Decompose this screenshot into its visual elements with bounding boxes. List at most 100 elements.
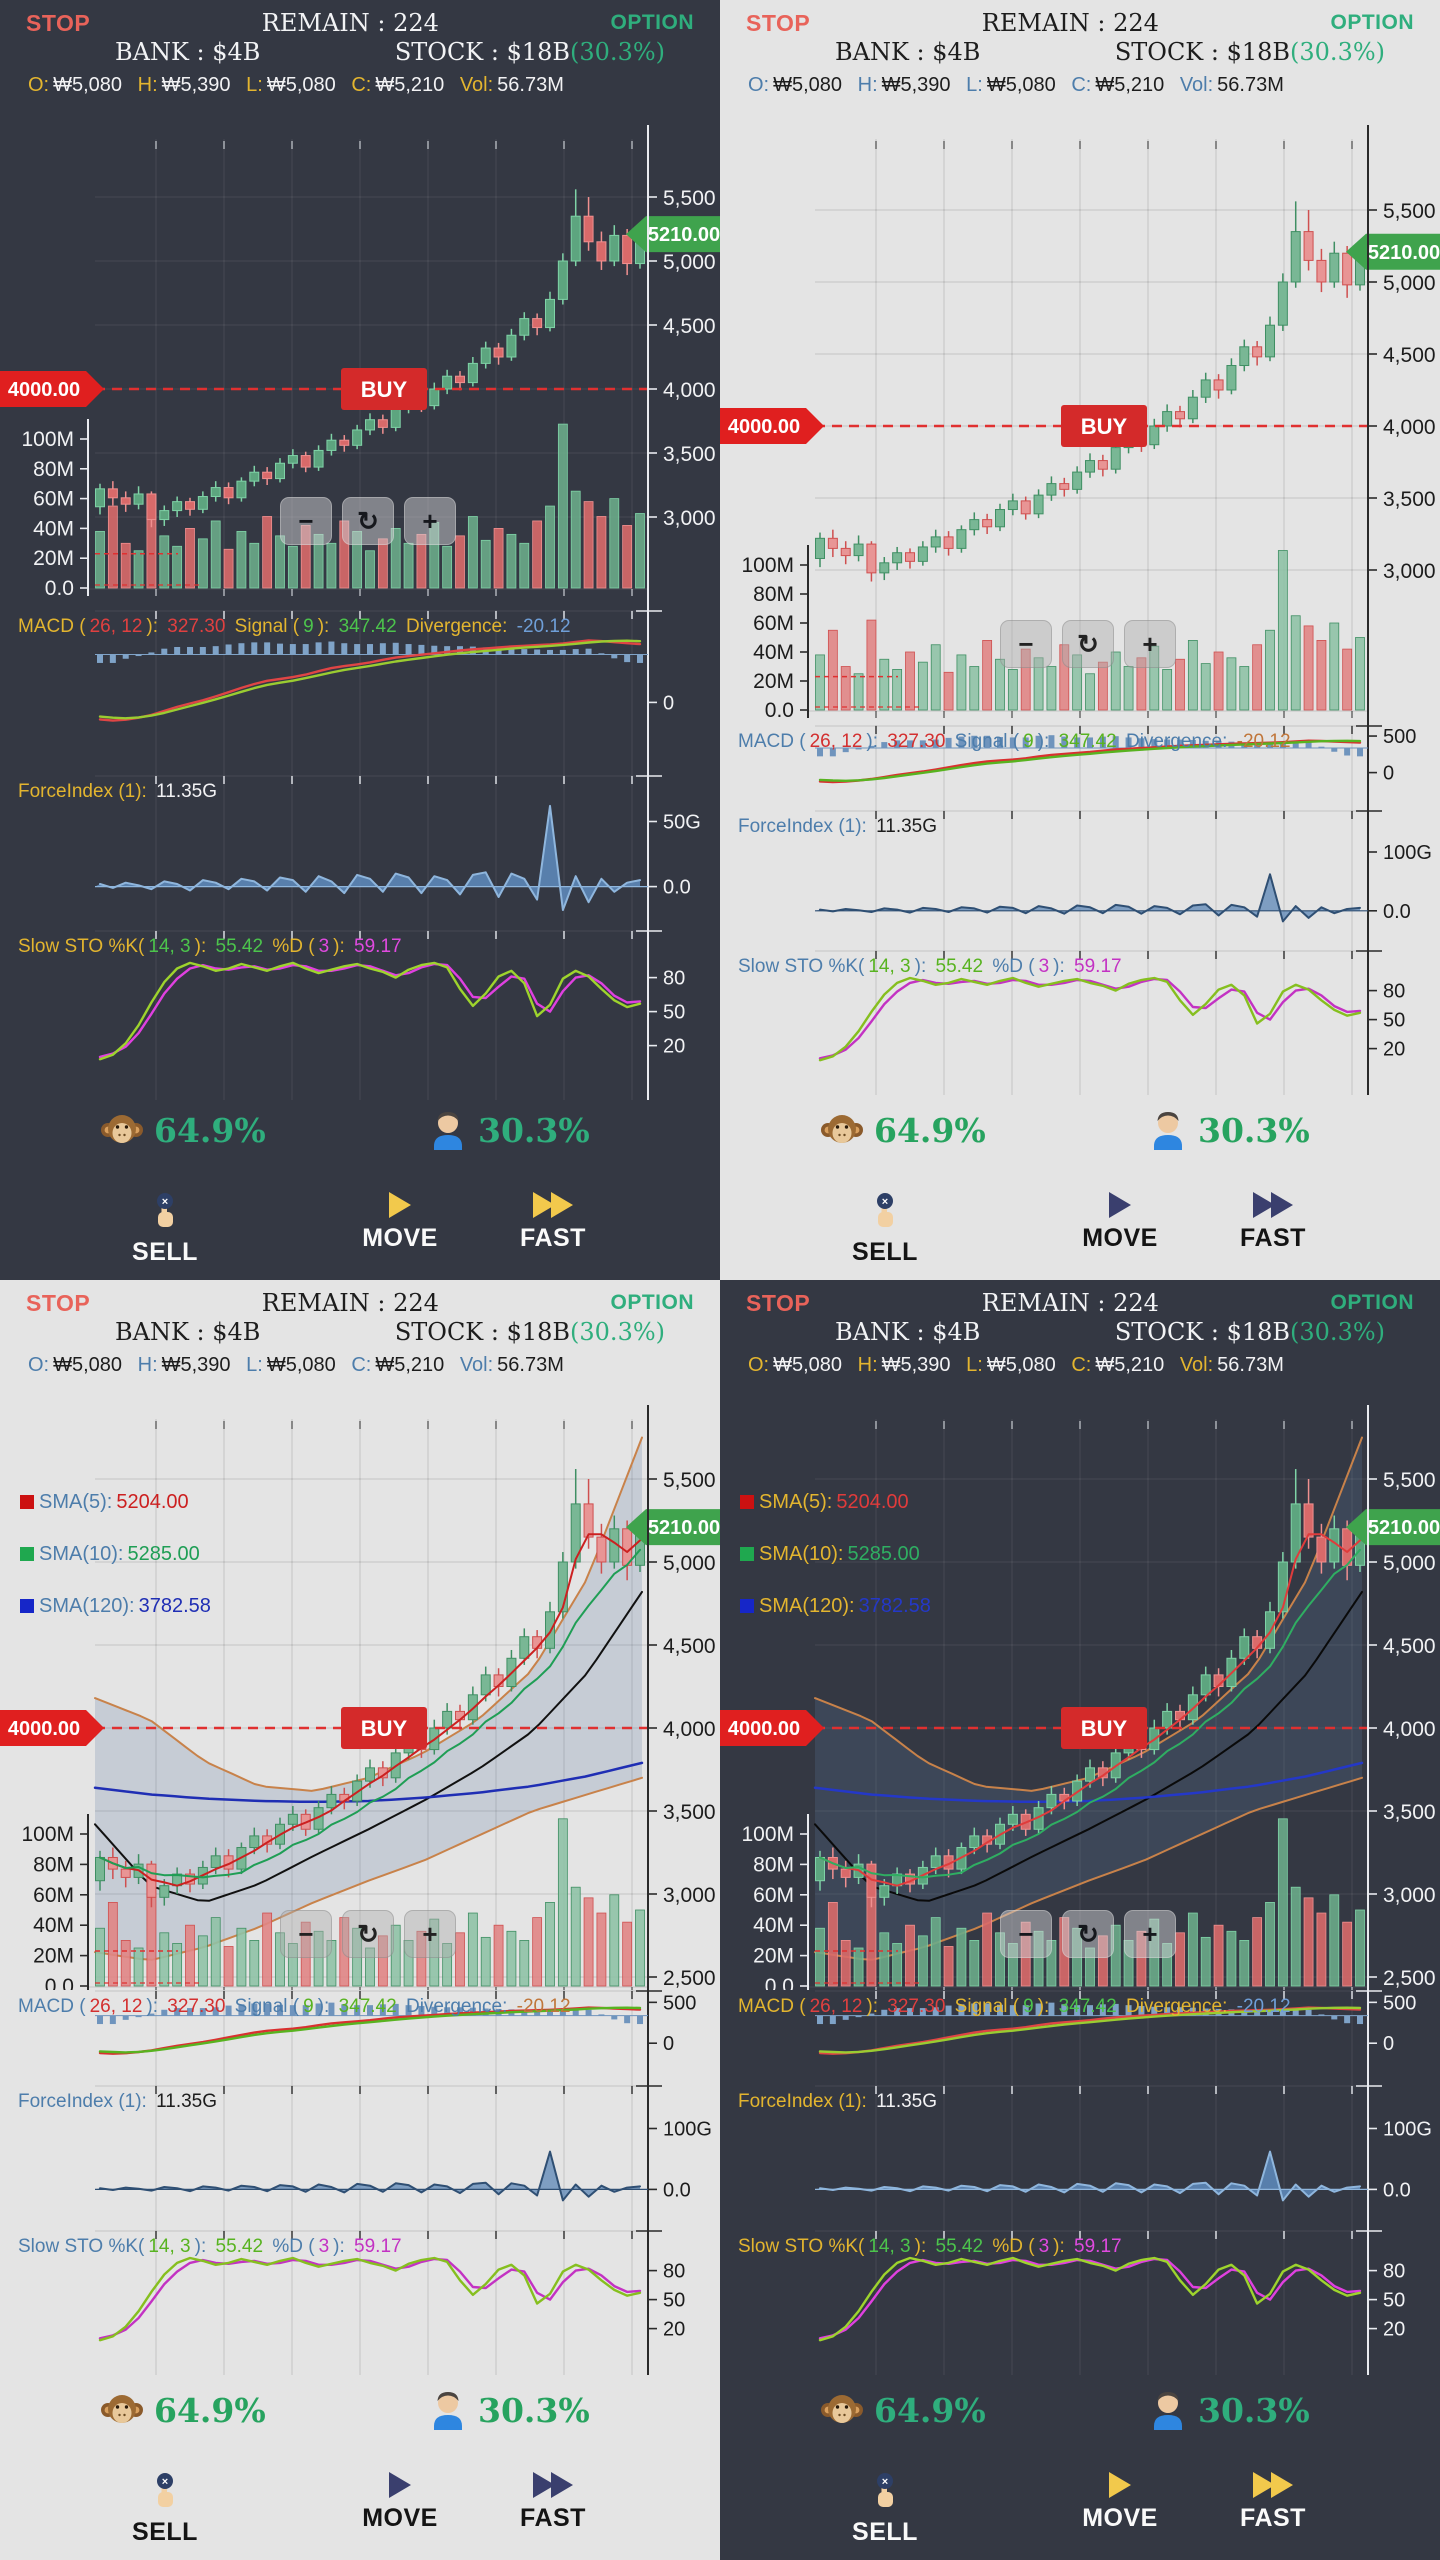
svg-text:60M: 60M <box>753 1884 794 1907</box>
sell-hand-icon: × <box>877 1193 893 1227</box>
move-button[interactable]: MOVE <box>1075 2472 1165 2533</box>
stop-button[interactable]: STOP <box>746 9 811 36</box>
svg-text:5210.00: 5210.00 <box>1368 242 1440 264</box>
fast-forward-icon <box>1253 2472 1293 2498</box>
force-index-panel: ForceIndex (1): 11.35G 100G 0.0 <box>720 2085 1440 2230</box>
macd-svg: 500 0 <box>95 1990 696 2085</box>
top-bar: STOP REMAIN : 224 OPTION <box>720 0 1440 38</box>
fast-button[interactable]: FAST <box>508 1192 598 1253</box>
svg-text:3,500: 3,500 <box>663 443 716 466</box>
svg-text:80: 80 <box>1383 981 1405 1003</box>
player-percent: 30.3% <box>478 1110 590 1150</box>
svg-text:2,500: 2,500 <box>1383 1967 1436 1990</box>
fast-forward-icon <box>533 2472 573 2498</box>
ohlc-readout: O: ₩5,080 H: ₩5,390 L: ₩5,080 C: ₩5,210 Vol:… <box>28 1354 564 1376</box>
sell-button[interactable]: × SELL <box>840 1192 930 1267</box>
force-index-svg: 100G 0.0 <box>95 2085 712 2230</box>
macd-header: MACD (26, 12): 327.30 Signal (9): 347.42… <box>18 1996 571 2017</box>
monkey-icon <box>101 2395 143 2423</box>
sell-button[interactable]: × SELL <box>120 1192 210 1267</box>
option-button[interactable]: OPTION <box>1330 1291 1414 1314</box>
zoom-in-button[interactable]: + <box>1124 620 1176 668</box>
zoom-in-button[interactable]: + <box>404 497 456 545</box>
svg-text:5,000: 5,000 <box>663 1552 716 1575</box>
remain-counter: REMAIN : 224 <box>981 9 1159 37</box>
fast-button[interactable]: FAST <box>508 2472 598 2533</box>
force-index-svg: 50G 0.0 <box>95 775 701 930</box>
option-button[interactable]: OPTION <box>610 1291 694 1314</box>
zoom-out-button[interactable]: − <box>1000 1910 1052 1958</box>
stop-button[interactable]: STOP <box>26 1289 91 1316</box>
svg-text:5210.00: 5210.00 <box>648 1517 720 1539</box>
zoom-out-button[interactable]: − <box>1000 620 1052 668</box>
zoom-reset-button[interactable]: ↻ <box>342 497 394 545</box>
svg-text:3,000: 3,000 <box>1383 1884 1436 1907</box>
zoom-out-button[interactable]: − <box>280 1910 332 1958</box>
sma5-legend-row: SMA(5): 5204.00 <box>740 1476 931 1528</box>
probability-row: 64.9% 30.3% <box>0 1108 720 1172</box>
ohlc-readout: O: ₩5,080 H: ₩5,390 L: ₩5,080 C: ₩5,210 Vol:… <box>28 74 564 96</box>
price-volume-svg: 5,500 5,000 4,500 4,000 3,500 3,000 100M 80M 60M… <box>0 125 720 610</box>
balances-bar: BANK : $4B STOCK : $18B(30.3%) <box>720 1318 1440 1346</box>
stock-balance: STOCK : $18B(30.3%) <box>394 1318 665 1346</box>
candlestick-chart[interactable]: 5,500 5,000 4,500 4,000 3,500 3,000 2,500 100M 8… <box>0 1405 720 1998</box>
svg-text:0.0: 0.0 <box>45 577 74 600</box>
svg-text:80M: 80M <box>33 1853 74 1876</box>
player-percent: 30.3% <box>1198 1110 1310 1150</box>
monkey-icon <box>821 2395 863 2423</box>
zoom-reset-button[interactable]: ↻ <box>342 1910 394 1958</box>
macd-panel: MACD (26, 12): 327.30 Signal (9): 347.42… <box>0 610 720 775</box>
force-index-panel: ForceIndex (1): 11.35G 50G 0.0 <box>0 775 720 930</box>
option-button[interactable]: OPTION <box>1330 11 1414 34</box>
move-button[interactable]: MOVE <box>1075 1192 1165 1253</box>
stop-button[interactable]: STOP <box>26 9 91 36</box>
sell-button[interactable]: × SELL <box>120 2472 210 2547</box>
stochastic-svg: 80 50 20 <box>95 2230 685 2375</box>
zoom-out-button[interactable]: − <box>280 497 332 545</box>
svg-text:100M: 100M <box>741 554 794 577</box>
svg-text:5,500: 5,500 <box>663 187 716 210</box>
balances-bar: BANK : $4B STOCK : $18B(30.3%) <box>0 1318 720 1346</box>
svg-text:×: × <box>162 2476 168 2488</box>
probability-row: 64.9% 30.3% <box>720 2388 1440 2452</box>
player-icon <box>434 2392 462 2430</box>
move-button[interactable]: MOVE <box>355 2472 445 2533</box>
stochastic-svg: 80 50 20 <box>815 950 1405 1095</box>
svg-text:4000.00: 4000.00 <box>8 1718 80 1740</box>
stochastic-svg: 80 50 20 <box>95 930 685 1100</box>
play-icon <box>389 1192 411 1218</box>
fast-button[interactable]: FAST <box>1228 2472 1318 2533</box>
candlestick-chart[interactable]: 5,500 5,000 4,500 4,000 3,500 3,000 2,500 100M 8… <box>720 1405 1440 1998</box>
fast-button[interactable]: FAST <box>1228 1192 1318 1253</box>
zoom-controls: − ↻ + <box>1000 620 1176 668</box>
svg-text:5,500: 5,500 <box>1383 200 1436 223</box>
stock-balance: STOCK : $18B(30.3%) <box>1114 38 1385 66</box>
svg-text:4000.00: 4000.00 <box>728 416 800 438</box>
svg-text:4,000: 4,000 <box>663 379 716 402</box>
option-button[interactable]: OPTION <box>610 11 694 34</box>
sma5-swatch <box>740 1495 754 1509</box>
price-volume-svg: 5,500 5,000 4,500 4,000 3,500 3,000 100M 80M 60M… <box>720 125 1440 725</box>
candlestick-chart[interactable]: 5,500 5,000 4,500 4,000 3,500 3,000 100M 80M 60M… <box>720 125 1440 725</box>
top-bar: STOP REMAIN : 224 OPTION <box>720 1280 1440 1318</box>
svg-text:50: 50 <box>663 2290 685 2312</box>
zoom-in-button[interactable]: + <box>1124 1910 1176 1958</box>
svg-text:2,500: 2,500 <box>663 1967 716 1990</box>
candlestick-chart[interactable]: 5,500 5,000 4,500 4,000 3,500 3,000 100M 80M 60M… <box>0 125 720 610</box>
svg-text:4,000: 4,000 <box>1383 1718 1436 1741</box>
macd-panel: MACD (26, 12): 327.30 Signal (9): 347.42… <box>720 725 1440 810</box>
bank-balance: BANK : $4B <box>835 38 981 66</box>
stochastic-header: Slow STO %K(14, 3): 55.42 %D (3): 59.17 <box>738 956 1122 977</box>
move-button[interactable]: MOVE <box>355 1192 445 1253</box>
stop-button[interactable]: STOP <box>746 1289 811 1316</box>
zoom-in-button[interactable]: + <box>404 1910 456 1958</box>
sma-legend: SMA(5): 5204.00 SMA(10): 5285.00 SMA(120… <box>740 1476 931 1632</box>
sell-hand-icon: × <box>157 2473 173 2507</box>
sell-button[interactable]: × SELL <box>840 2472 930 2547</box>
svg-text:60M: 60M <box>753 612 794 635</box>
svg-text:20M: 20M <box>33 547 74 570</box>
sma5-legend-row: SMA(5): 5204.00 <box>20 1476 211 1528</box>
zoom-reset-button[interactable]: ↻ <box>1062 1910 1114 1958</box>
zoom-reset-button[interactable]: ↻ <box>1062 620 1114 668</box>
stochastic-panel: Slow STO %K(14, 3): 55.42 %D (3): 59.17 … <box>720 950 1440 1095</box>
